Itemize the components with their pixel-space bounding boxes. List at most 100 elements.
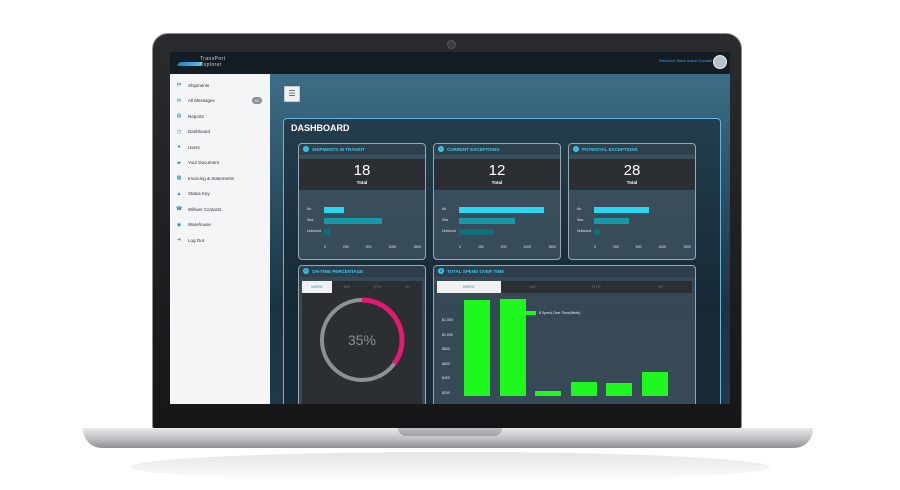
bar — [324, 218, 383, 224]
percent-label: 35% — [348, 332, 376, 348]
status-key-icon: ▲ — [176, 190, 182, 197]
user-avatar[interactable] — [713, 55, 727, 69]
tab-qtr[interactable]: QTR — [592, 284, 601, 289]
count-label: Total — [356, 180, 368, 185]
axis-tick-label: 250 — [612, 245, 619, 249]
card-header: i SHIPMENTS IN TRANSIT — [299, 144, 425, 155]
card-info-icon: i — [438, 146, 444, 152]
tab-yr[interactable]: YR — [657, 284, 663, 289]
spend-card: $ TOTAL SPEND OVER TIME WEEK MO QTR YR $ Spend… — [433, 265, 696, 404]
laptop-screen: TransPort Explorer Welcome Back Adam Goo… — [170, 52, 730, 404]
tab-qtr[interactable]: QTR — [372, 284, 382, 289]
sidebar-item[interactable]: ● Users — [176, 142, 268, 152]
users-icon: ● — [177, 144, 181, 150]
bar-row: Air — [442, 207, 552, 213]
messages-icon: ✉ — [176, 97, 182, 104]
ontime-card: ◷ ON-TIME PERCENTAGE WEEK MO QTR YR 35% — [298, 265, 426, 404]
reports-icon: ▤ — [176, 113, 182, 119]
dashboard-panel: DASHBOARD i SHIPMENTS IN TRANSIT 18 Total Ai… — [283, 118, 721, 404]
bar-label: Air — [442, 207, 447, 211]
axis-tick-label: 1500 — [413, 245, 421, 249]
card-title: CURRENT EXCEPTIONS — [447, 147, 500, 152]
axis-tick-label: 0 — [459, 245, 461, 249]
bar-row: Unbound — [577, 229, 687, 235]
invoice-icon: ▦ — [176, 175, 182, 181]
sidebar-item[interactable]: ◉ Warehouse — [176, 220, 268, 230]
period-tabs: WEEK MO QTR YR — [437, 281, 692, 293]
count-label: Total — [626, 180, 638, 185]
bar-row: Unbound — [307, 229, 417, 235]
bar — [594, 207, 650, 213]
count-value: 12 — [488, 162, 506, 179]
chart-bar — [535, 391, 561, 396]
x-axis: 0 250 500 1000 1500 — [594, 245, 691, 249]
y-tick-label: $1,000 — [442, 318, 453, 322]
x-axis: 0 250 500 1000 1500 — [324, 245, 421, 249]
bar — [324, 229, 330, 235]
sidebar-item-label: Status Key — [188, 191, 210, 196]
chart-legend: $ Spend Over Time(Week) — [522, 311, 580, 315]
logo-text-2: Explorer — [200, 62, 222, 68]
bar-label: Air — [577, 207, 582, 211]
contacts-icon: ☎ — [176, 206, 183, 212]
count-value: 18 — [353, 162, 371, 179]
welcome-text[interactable]: Welcome Back Adam Goodall — [659, 58, 712, 63]
axis-tick-label: 0 — [594, 245, 596, 249]
sidebar-item[interactable]: ▤ Reports — [176, 111, 268, 121]
tab-mo[interactable]: MO — [343, 284, 351, 289]
chart-bar — [606, 382, 632, 396]
sidebar-item[interactable]: ▲ Status Key — [176, 189, 268, 199]
axis-tick-label: 1000 — [523, 245, 532, 249]
bar-row: Sea — [307, 218, 417, 224]
period-tabs: WEEK MO QTR YR — [302, 281, 422, 293]
legend-swatch — [522, 311, 536, 315]
tab-week[interactable]: WEEK — [437, 281, 501, 293]
sidebar-item[interactable]: ✉ All Messages 42 — [176, 96, 268, 106]
sidebar-item-label: Log Out — [188, 237, 205, 243]
tab-yr[interactable]: YR — [404, 284, 410, 289]
sidebar-item[interactable]: ☎ Willwer Contacts — [176, 204, 268, 214]
sidebar-item-label: Your Document — [188, 160, 219, 165]
logo-text-1: TransPort — [200, 56, 226, 62]
tab-mo[interactable]: MO — [529, 284, 536, 289]
donut-box: 35% — [302, 293, 422, 404]
bar-label: Unbound — [577, 229, 592, 233]
card-header: i POTENTIAL EXCEPTIONS — [569, 144, 695, 155]
sidebar-item[interactable]: ➜ Log Out — [176, 235, 268, 245]
dashboard-icon: ◷ — [176, 128, 182, 135]
laptop-base — [83, 428, 813, 448]
card-title: POTENTIAL EXCEPTIONS — [582, 147, 638, 152]
y-tick-label: $600 — [442, 361, 450, 366]
app-logo[interactable]: TransPort Explorer — [176, 56, 230, 70]
axis-tick-label: 0 — [324, 245, 326, 249]
x-axis: 0 250 500 1000 1500 — [459, 245, 556, 249]
chart-bar — [570, 381, 597, 396]
sidebar-item[interactable]: ⇄ Shipments — [176, 80, 268, 90]
donut-progress — [319, 297, 405, 383]
tab-week[interactable]: WEEK — [302, 281, 332, 293]
card-title: TOTAL SPEND OVER TIME — [447, 269, 505, 274]
sidebar-item[interactable]: ◷ Dashboard — [176, 127, 268, 137]
bar-label: Air — [307, 207, 312, 211]
sidebar-item-label: Dashboard — [188, 129, 211, 134]
main-area: ☰ DASHBOARD i SHIPMENTS IN TRANSIT 18 Total… — [270, 74, 730, 404]
message-count-badge: 42 — [251, 96, 262, 104]
bar-row: Air — [577, 207, 687, 213]
laptop-notch — [398, 428, 502, 436]
menu-toggle-button[interactable]: ☰ — [284, 86, 300, 102]
sidebar-item-label: Reports — [188, 113, 204, 119]
count-box: 18 Total — [299, 159, 425, 190]
axis-tick-label: 250 — [342, 245, 349, 249]
document-icon: ▰ — [177, 159, 181, 166]
sidebar-item[interactable]: ▰ Your Document — [176, 158, 268, 168]
bar-row: Sea — [442, 218, 552, 224]
summary-card: i POTENTIAL EXCEPTIONS 28 Total Air Sea Unboun… — [568, 143, 696, 260]
bar — [594, 218, 629, 224]
sidebar-item-label: Users — [188, 144, 200, 150]
axis-tick-label: 1500 — [548, 245, 556, 249]
chart-bar — [499, 299, 526, 396]
count-box: 28 Total — [569, 159, 695, 190]
sidebar-item-label: Warehouse — [188, 222, 211, 227]
sidebar-item[interactable]: ▦ Invoicing & Statements — [176, 173, 268, 183]
axis-tick-label: 500 — [500, 245, 507, 249]
